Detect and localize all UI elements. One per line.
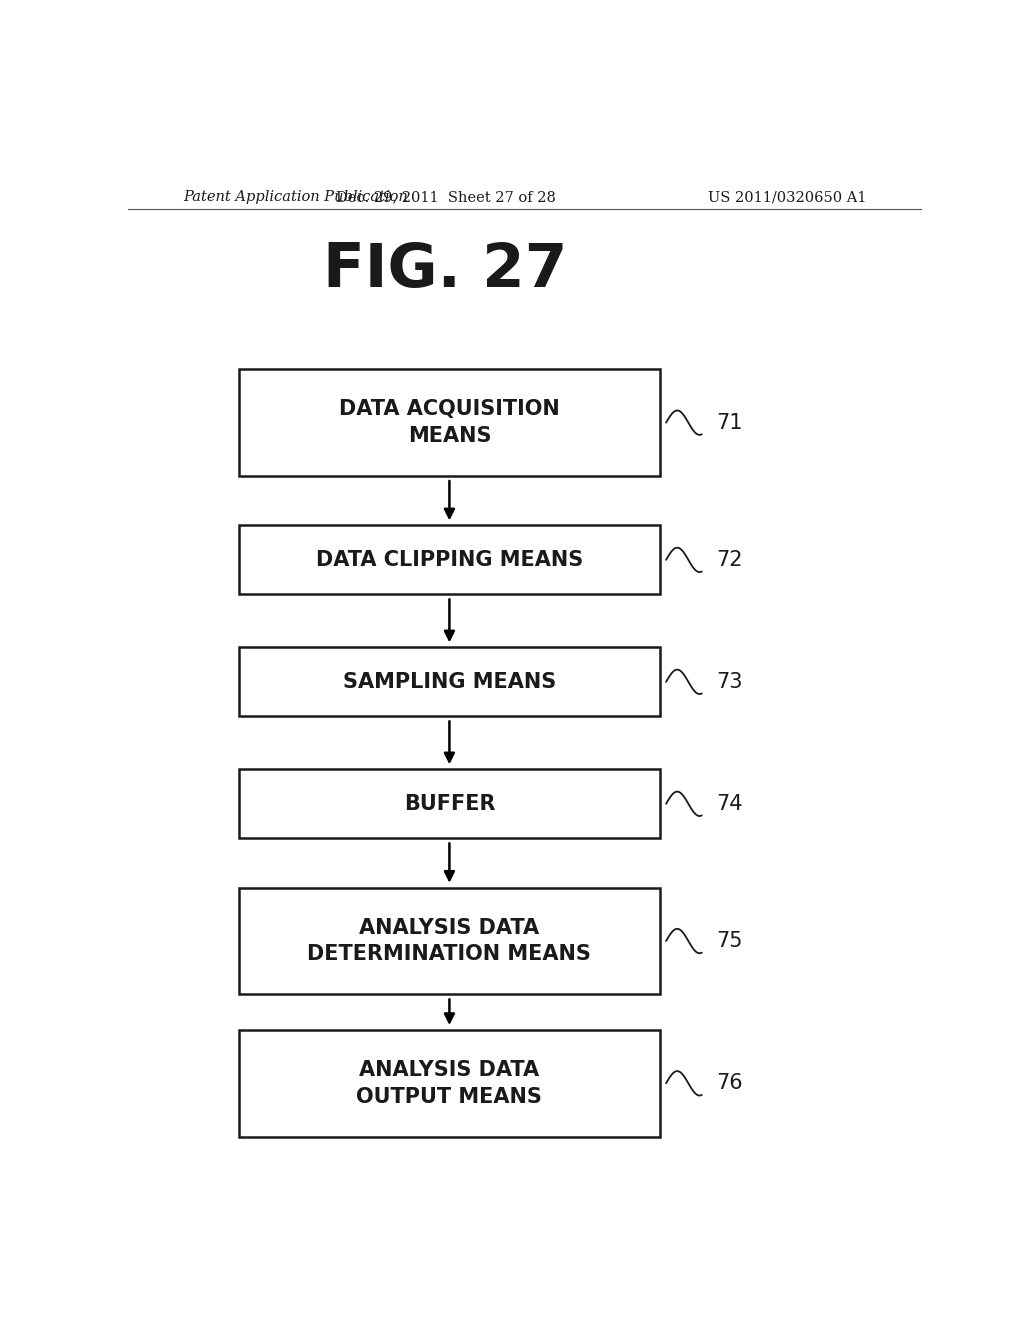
- Text: 72: 72: [716, 550, 742, 570]
- Text: SAMPLING MEANS: SAMPLING MEANS: [343, 672, 556, 692]
- Text: FIG. 27: FIG. 27: [324, 240, 567, 300]
- Text: ANALYSIS DATA
DETERMINATION MEANS: ANALYSIS DATA DETERMINATION MEANS: [307, 917, 591, 964]
- Text: 75: 75: [716, 931, 742, 950]
- Text: ANALYSIS DATA
OUTPUT MEANS: ANALYSIS DATA OUTPUT MEANS: [356, 1060, 543, 1106]
- Text: DATA ACQUISITION
MEANS: DATA ACQUISITION MEANS: [339, 400, 560, 446]
- Bar: [240, 370, 659, 477]
- Bar: [240, 770, 659, 838]
- Text: 71: 71: [716, 413, 742, 433]
- Bar: [240, 887, 659, 994]
- Text: Patent Application Publication: Patent Application Publication: [183, 190, 409, 205]
- Text: 73: 73: [716, 672, 742, 692]
- Text: Dec. 29, 2011  Sheet 27 of 28: Dec. 29, 2011 Sheet 27 of 28: [336, 190, 555, 205]
- Text: DATA CLIPPING MEANS: DATA CLIPPING MEANS: [315, 550, 583, 570]
- Text: US 2011/0320650 A1: US 2011/0320650 A1: [708, 190, 866, 205]
- Bar: [240, 1030, 659, 1137]
- Text: 76: 76: [716, 1073, 742, 1093]
- Bar: [240, 525, 659, 594]
- Text: BUFFER: BUFFER: [403, 793, 496, 814]
- Bar: [240, 647, 659, 717]
- Text: 74: 74: [716, 793, 742, 814]
